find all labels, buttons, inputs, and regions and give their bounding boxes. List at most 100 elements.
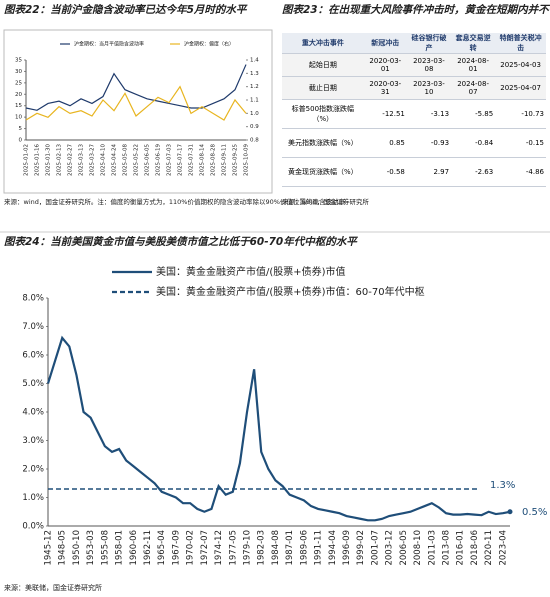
- x-tick-label: 2025-02-13: [57, 144, 63, 176]
- x-tick-label: 2001-07: [370, 530, 380, 566]
- table-row: 美元指数涨跌幅（%） 0.85 -0.93 -0.84 -0.15: [282, 128, 546, 158]
- x-tick-label: 1991-11: [314, 530, 324, 566]
- header-cell: 新冠冲击: [363, 33, 407, 54]
- table-cell: 2023-03-08: [406, 53, 452, 77]
- header-cell: 套息交易逆转: [451, 33, 496, 54]
- x-tick-label: 2025-08-14: [200, 144, 206, 176]
- y-tick-label: 2.0%: [22, 465, 44, 475]
- x-tick-label: 2025-07-31: [189, 144, 195, 176]
- x-tick-label: 1967-09: [171, 530, 181, 566]
- table: 重大冲击事件 新冠冲击 硅谷银行破产 套息交易逆转 特朗普关税冲击 起始日期 2020-03…: [282, 33, 546, 187]
- table-row: 标普500指数涨跌幅（%） -12.51 -3.13 -5.85 -10.73: [282, 99, 546, 129]
- x-tick-label: 2025-02-27: [68, 144, 74, 176]
- table-row: 截止日期 2020-03-31 2023-03-10 2024-08-07 2025-0…: [282, 76, 546, 100]
- x-tick-label: 2025-01-16: [35, 144, 41, 176]
- x-tick-label: 1989-06: [299, 530, 309, 566]
- x-tick-label: 1999-02: [356, 530, 366, 566]
- series-line: [25, 85, 247, 121]
- series-line: [25, 64, 247, 111]
- x-tick-label: 2025-09-11: [222, 144, 228, 176]
- y-tick-label: 7.0%: [22, 322, 44, 332]
- x-tick-label: 2011-03: [427, 530, 437, 566]
- table-cell: 2020-03-31: [363, 76, 407, 100]
- x-tick-label: 1955-08: [100, 530, 110, 566]
- y-tick-label: 30: [15, 69, 22, 75]
- x-tick-label: 2025-09-25: [233, 144, 239, 176]
- x-tick-label: 2025-05-08: [123, 144, 129, 176]
- table-cell: -3.13: [406, 99, 452, 129]
- table-cell: 0.85: [363, 128, 407, 158]
- y2-tick-label: 1.4: [250, 58, 259, 64]
- table-cell: 2025-04-07: [495, 76, 546, 100]
- table-row: 黄金现货涨跌幅（%） -0.58 2.97 -2.63 -4.86: [282, 157, 546, 187]
- x-tick-label: 2025-06-19: [156, 144, 162, 176]
- x-tick-label: 1950-10: [72, 530, 82, 566]
- y-tick-label: 5.0%: [22, 379, 44, 389]
- y-tick-label: 25: [15, 80, 22, 86]
- x-tick-label: 1979-10: [243, 530, 253, 566]
- x-tick-label: 2025-08-28: [211, 144, 217, 176]
- reference-label: 1.3%: [490, 480, 515, 491]
- table-cell: 截止日期: [282, 76, 364, 100]
- x-tick-label: 1945-12: [44, 530, 54, 566]
- x-tick-label: 2025-03-13: [79, 144, 85, 176]
- header-cell: 重大冲击事件: [282, 33, 364, 54]
- table-cell: -4.86: [495, 157, 546, 187]
- x-tick-label: 1974-12: [214, 530, 224, 566]
- y-tick-label: 3.0%: [22, 436, 44, 446]
- chart-frame: [3, 29, 273, 194]
- x-tick-label: 2023-04: [498, 530, 508, 566]
- y2-tick-label: 1.1: [250, 98, 259, 104]
- y2-tick-label: 1.3: [250, 71, 259, 77]
- table-row: 起始日期 2020-03-01 2023-03-08 2024-08-01 2025-0…: [282, 53, 546, 77]
- table-cell: -0.15: [495, 128, 546, 158]
- x-tick-label: 2025-10-09: [244, 144, 250, 176]
- y-tick-label: 0.0%: [22, 522, 44, 532]
- x-tick-label: 2025-03-27: [90, 144, 96, 176]
- x-tick-label: 2006-05: [399, 530, 409, 566]
- table-cell: 起始日期: [282, 53, 364, 77]
- x-tick-label: 1982-03: [257, 530, 267, 566]
- end-point: [507, 509, 513, 515]
- x-tick-label: 1965-04: [157, 530, 167, 566]
- x-tick-label: 2008-10: [413, 530, 423, 566]
- x-tick-label: 1994-04: [328, 530, 338, 566]
- header-cell: 硅谷银行破产: [406, 33, 452, 54]
- x-tick-label: 1970-02: [186, 530, 196, 566]
- table-cell: 2025-04-03: [495, 53, 546, 77]
- y-tick-label: 4.0%: [22, 408, 44, 418]
- x-tick-label: 2003-12: [385, 530, 395, 566]
- chart-title: 图表22：当前沪金隐含波动率已达今年5月时的水平: [4, 3, 248, 16]
- x-tick-label: 1987-01: [285, 530, 295, 566]
- x-tick-label: 2020-11: [484, 530, 494, 566]
- y2-tick-label: 1.2: [250, 84, 259, 90]
- y-tick-label: 0: [19, 138, 23, 144]
- y-tick-label: 6.0%: [22, 351, 44, 361]
- x-tick-label: 1948-05: [58, 530, 68, 566]
- table-cell: 美元指数涨跌幅（%）: [282, 128, 364, 158]
- y-tick-label: 15: [15, 103, 22, 109]
- y2-tick-label: 0.9: [250, 124, 259, 130]
- y-tick-label: 5: [19, 126, 23, 132]
- table-cell: 2020-03-01: [363, 53, 407, 77]
- legend-label: 沪金期权：当月平值隐含波动率: [74, 41, 144, 48]
- x-tick-label: 2025-04-24: [112, 144, 118, 176]
- x-tick-label: 2016-01: [456, 530, 466, 566]
- table-cell: -2.63: [451, 157, 496, 187]
- x-tick-label: 1960-06: [129, 530, 139, 566]
- x-tick-label: 1958-01: [115, 530, 125, 566]
- table-cell: -0.58: [363, 157, 407, 187]
- end-label: 0.5%: [522, 507, 547, 518]
- x-tick-label: 2025-06-05: [145, 144, 151, 176]
- y-tick-label: 20: [15, 92, 22, 98]
- table-cell: 2024-08-01: [451, 53, 496, 77]
- y-tick-label: 35: [15, 58, 22, 64]
- x-tick-label: 2025-07-03: [167, 144, 173, 176]
- x-tick-label: 2025-01-02: [24, 144, 30, 176]
- x-tick-label: 2025-01-30: [46, 144, 52, 176]
- x-tick-label: 2025-04-10: [101, 144, 107, 176]
- y-tick-label: 1.0%: [22, 493, 44, 503]
- table-cell: 标普500指数涨跌幅（%）: [282, 99, 364, 129]
- legend-label: 美国：黄金金融资产市值/(股票+债券)市值：60-70年代中枢: [156, 285, 425, 298]
